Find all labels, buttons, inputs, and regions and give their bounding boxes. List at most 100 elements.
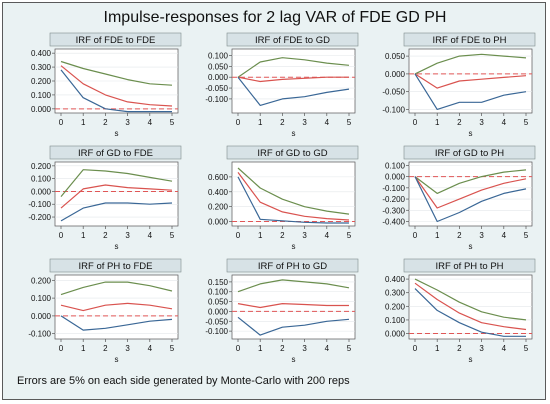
lower-line [414, 73, 527, 111]
panel-header [49, 32, 182, 47]
upper-line [60, 281, 173, 296]
x-tick-label: 4 [325, 231, 330, 240]
plot-area [54, 161, 179, 227]
x-tick-label: 2 [280, 118, 285, 127]
y-tick-label: 0.600 [208, 173, 229, 182]
panel-title: IRF of PH to PH [435, 261, 503, 272]
x-tick-label: 0 [413, 231, 418, 240]
irf-line [60, 65, 173, 107]
x-tick-label: 1 [81, 344, 86, 353]
x-tick-label: 2 [280, 344, 285, 353]
panel-header [403, 145, 536, 160]
y-tick-label: 0.050 [208, 62, 229, 71]
x-tick-label: 3 [479, 344, 484, 353]
panel-header [49, 258, 182, 273]
y-tick-label: -0.200 [382, 195, 405, 204]
irf-line [414, 282, 527, 331]
y-tick-label: 0.000 [385, 173, 406, 182]
x-axis-label: s [292, 242, 296, 251]
x-tick-label: 0 [59, 344, 64, 353]
y-tick-label: 0.200 [31, 162, 52, 171]
x-tick-label: 2 [103, 344, 108, 353]
y-tick-label: -0.100 [382, 105, 405, 114]
y-tick-label: 0.000 [208, 307, 229, 316]
x-axis-label: s [115, 355, 119, 364]
x-tick-label: 5 [347, 118, 352, 127]
irf-line [237, 172, 350, 221]
upper-line [237, 279, 350, 293]
y-tick-label: 0.000 [31, 187, 52, 196]
panel-header [226, 258, 359, 273]
x-tick-label: 5 [347, 231, 352, 240]
plot-area [231, 161, 356, 227]
y-tick-label: 0.400 [208, 188, 229, 197]
y-tick-label: 0.100 [31, 175, 52, 184]
y-tick-label: 0.050 [208, 298, 229, 307]
y-tick-label: 0.200 [208, 203, 229, 212]
y-tick-label: -0.100 [28, 200, 51, 209]
x-tick-label: 5 [170, 118, 175, 127]
y-tick-label: 0.000 [31, 312, 52, 321]
y-tick-label: 0.000 [385, 70, 406, 79]
upper-line [237, 167, 350, 215]
irf-panel: IRF of GD to GD 0.000 0.200 0.400 0.600 0 1 2 3 4… [208, 145, 359, 251]
y-tick-label: -0.300 [382, 206, 405, 215]
panel-header [403, 258, 536, 273]
panel-header [226, 145, 359, 160]
footnote: Errors are 5% on each side generated by … [17, 375, 350, 387]
panel-title: IRF of GD to PH [435, 148, 504, 159]
y-tick-label: -0.100 [205, 95, 228, 104]
panel-title: IRF of GD to GD [257, 148, 327, 159]
lower-line [237, 176, 349, 224]
y-tick-label: 0.100 [31, 294, 52, 303]
figure-frame: Impulse-responses for 2 lag VAR of FDE G… [2, 2, 546, 400]
y-tick-label: 0.150 [208, 278, 229, 287]
plot-area [408, 48, 533, 114]
x-axis-label: s [292, 129, 296, 138]
lower-line [237, 76, 350, 107]
lower-line [414, 176, 527, 223]
x-tick-label: 5 [524, 344, 529, 353]
y-tick-label: 0.100 [31, 91, 52, 100]
x-tick-label: 4 [502, 231, 507, 240]
upper-line [414, 53, 527, 75]
panel-title: IRF of PH to GD [258, 261, 327, 272]
x-tick-label: 0 [413, 118, 418, 127]
x-tick-label: 3 [125, 231, 130, 240]
x-tick-label: 3 [125, 344, 130, 353]
x-tick-label: 1 [258, 344, 263, 353]
lower-line [60, 315, 173, 331]
x-tick-label: 3 [302, 118, 307, 127]
x-tick-label: 2 [457, 118, 462, 127]
irf-panel: IRF of FDE to PH -0.100 -0.050 0.000 0.050 0 1… [382, 32, 536, 138]
x-tick-label: 5 [524, 118, 529, 127]
x-tick-label: 2 [103, 231, 108, 240]
x-tick-label: 4 [325, 344, 330, 353]
irf-panel: IRF of PH to PH 0.000 0.100 0.200 0.300 0.400… [385, 258, 536, 364]
irf-panel: IRF of PH to FDE -0.100 0.000 0.100 0.200 0 1 2… [28, 258, 182, 364]
irf-line [60, 184, 173, 209]
x-tick-label: 0 [236, 231, 241, 240]
panel-title: IRF of PH to FDE [79, 261, 153, 272]
irf-panel: IRF of FDE to GD -0.100 -0.050 0.000 0.0500.… [205, 32, 359, 138]
y-tick-label: -0.050 [205, 317, 228, 326]
x-tick-label: 4 [148, 231, 153, 240]
x-tick-label: 2 [457, 231, 462, 240]
x-tick-label: 2 [280, 231, 285, 240]
upper-line [237, 57, 350, 78]
y-tick-label: 0.000 [31, 105, 52, 114]
irf-line [414, 73, 527, 89]
irf-line [237, 303, 349, 309]
panel-title: IRF of FDE to PH [433, 35, 507, 46]
plot-area [231, 274, 356, 340]
upper-line [60, 169, 173, 197]
irf-panel: IRF of GD to PH -0.400 -0.300 -0.200 -0.100 0… [382, 145, 536, 251]
y-tick-label: 0.050 [385, 52, 406, 61]
x-axis-label: s [469, 242, 473, 251]
x-axis-label: s [469, 355, 473, 364]
irf-line [60, 302, 173, 312]
x-tick-label: 1 [81, 231, 86, 240]
panel-title: IRF of FDE to GD [255, 35, 330, 46]
lower-line [237, 316, 350, 336]
y-tick-label: -0.050 [382, 88, 405, 97]
